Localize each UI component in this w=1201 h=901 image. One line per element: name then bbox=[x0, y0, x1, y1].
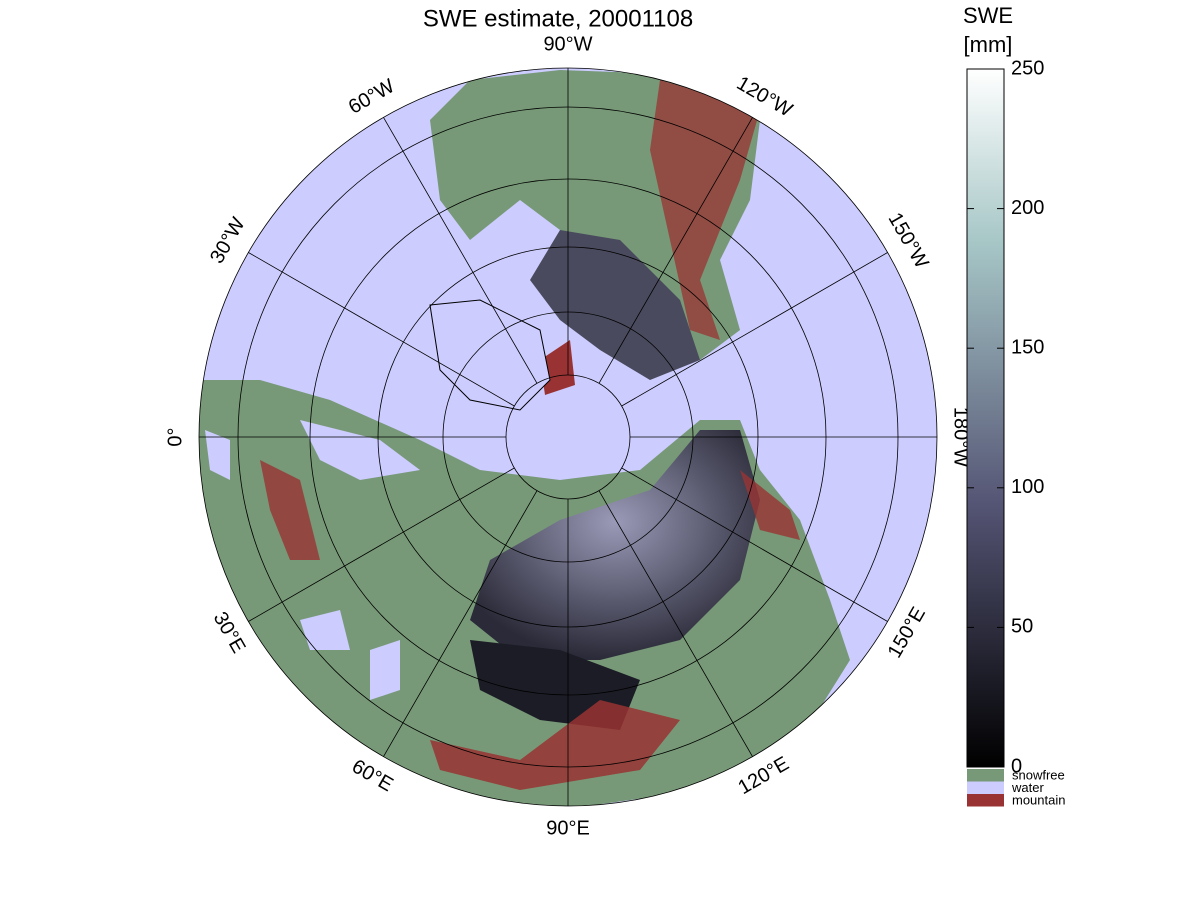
legend-label: snowfree bbox=[1012, 767, 1065, 782]
legend-swatch bbox=[967, 794, 1004, 807]
colorbar-title: [mm] bbox=[964, 32, 1013, 57]
legend-swatch bbox=[967, 781, 1004, 794]
mountain bbox=[740, 470, 800, 540]
colorbar: SWE [mm] 0 50 100 150 200 250 snowfreewatermou… bbox=[963, 3, 1066, 808]
colorbar-tick-label: 150 bbox=[1011, 336, 1044, 358]
colorbar-tick-label: 200 bbox=[1011, 197, 1044, 219]
meridian-label: 180°W bbox=[950, 407, 972, 467]
sea bbox=[300, 420, 420, 480]
meridian-label: 90°E bbox=[546, 817, 590, 839]
meridian bbox=[383, 117, 538, 384]
greenland bbox=[429, 299, 551, 411]
colorbar-title: SWE bbox=[963, 3, 1013, 28]
meridian-label: 90°W bbox=[543, 33, 592, 55]
meridian-label: 30°E bbox=[209, 608, 250, 657]
colorbar-tick-label: 50 bbox=[1011, 616, 1033, 638]
meridian bbox=[248, 467, 515, 622]
sea bbox=[205, 430, 230, 480]
map-disk bbox=[199, 68, 937, 806]
mountain bbox=[650, 80, 760, 340]
colorbar-ramp bbox=[966, 68, 1005, 768]
colorbar-tick-label: 250 bbox=[1011, 57, 1044, 79]
meridian bbox=[598, 117, 753, 384]
meridian bbox=[248, 252, 515, 407]
meridian bbox=[598, 490, 753, 757]
legend-label: water bbox=[1011, 780, 1044, 795]
meridian bbox=[621, 467, 888, 622]
meridian-label: 0° bbox=[164, 427, 186, 446]
map-title: SWE estimate, 20001108 bbox=[423, 5, 693, 32]
mountain bbox=[430, 700, 680, 790]
legend-swatch bbox=[967, 769, 1004, 782]
snow-cover bbox=[530, 230, 700, 380]
meridian-label: 60°W bbox=[345, 75, 399, 119]
mountain bbox=[260, 460, 320, 560]
sea bbox=[300, 610, 350, 650]
graticule bbox=[198, 67, 938, 807]
colorbar-tick-label: 100 bbox=[1011, 476, 1044, 498]
legend-label: mountain bbox=[1012, 792, 1065, 807]
meridian-label: 60°E bbox=[348, 755, 397, 796]
snow-cover bbox=[470, 430, 760, 660]
sea bbox=[370, 640, 400, 700]
colorbar-tick-label: 0 bbox=[1011, 755, 1022, 777]
meridian bbox=[383, 490, 538, 757]
meridian-label: 30°W bbox=[206, 214, 250, 268]
meridian bbox=[621, 252, 888, 407]
